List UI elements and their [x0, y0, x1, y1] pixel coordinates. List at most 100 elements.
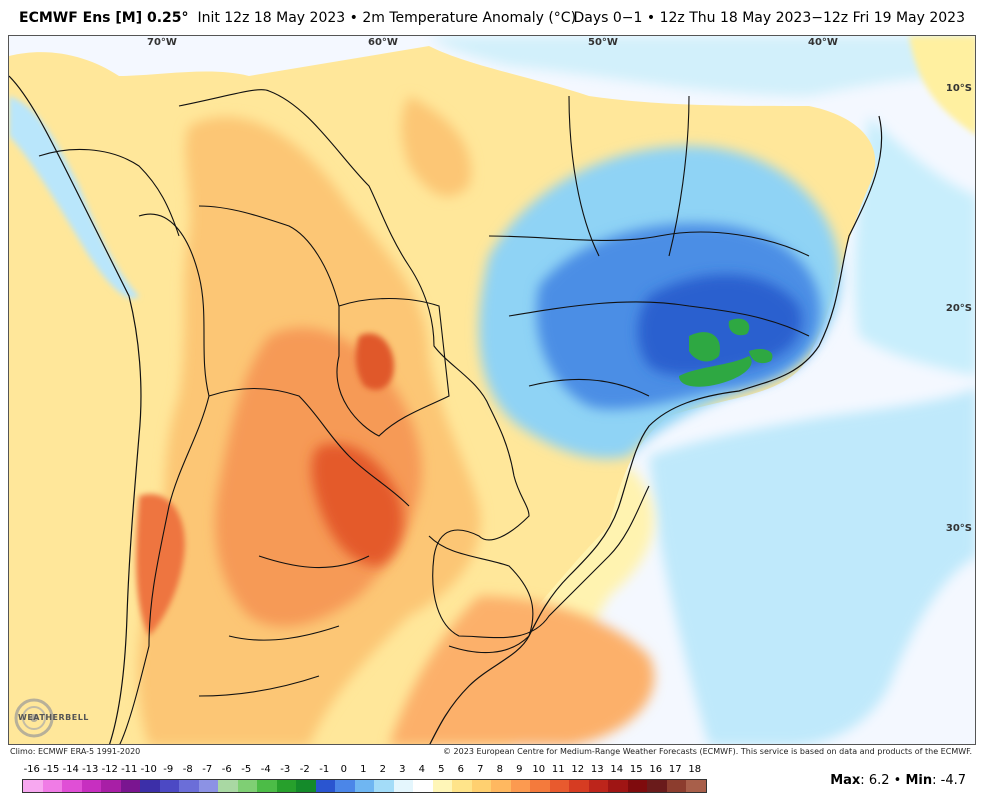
border-province-2 — [228, 625, 340, 641]
colorbar-tick-label: 17 — [668, 764, 682, 775]
colorbar-tick-label: -6 — [221, 764, 232, 775]
colorbar-cell — [315, 780, 335, 792]
warm-anomaly-amazon — [401, 96, 471, 197]
colorbar-tick-label: -1 — [319, 764, 330, 775]
border-province-1 — [258, 555, 370, 569]
min-label: Min — [905, 773, 933, 788]
weatherbell-logo — [14, 698, 54, 738]
anomaly-map — [8, 35, 976, 745]
colorbar-tick-label: -13 — [82, 764, 99, 775]
ecmwf-copyright: © 2023 European Centre for Medium-Range … — [443, 747, 972, 756]
border-uruguay — [428, 535, 534, 654]
colorbar-cell — [374, 780, 394, 792]
colorbar-tick-label: -15 — [43, 764, 60, 775]
colorbar-tick-label: 3 — [399, 764, 406, 775]
colorbar-tick-label: -2 — [299, 764, 310, 775]
colorbar-tick-label: -10 — [140, 764, 157, 775]
colorbar-cell — [666, 780, 686, 792]
lat-label-20s: 20°S — [945, 303, 972, 314]
lat-label-10s: 10°S — [945, 83, 972, 94]
colorbar-tick-label: -5 — [241, 764, 252, 775]
border-state-3 — [528, 378, 650, 397]
colorbar-cell — [237, 780, 257, 792]
cold-anomaly-green-3 — [679, 356, 752, 387]
border-chile-argentina — [119, 213, 210, 744]
colorbar — [22, 779, 707, 793]
lon-label-40w: 40°W — [808, 37, 838, 48]
colorbar-tick-label: 16 — [649, 764, 663, 775]
colorbar-cell — [569, 780, 589, 792]
lon-label-60w: 60°W — [368, 37, 398, 48]
colorbar-tick-label: -3 — [280, 764, 291, 775]
colorbar-cell — [179, 780, 199, 792]
colorbar-cell — [62, 780, 82, 792]
colorbar-tick-label: -16 — [23, 764, 40, 775]
logo-text: WEATHERBELL — [18, 713, 89, 722]
colorbar-cell — [471, 780, 491, 792]
colorbar-tick-label: 15 — [629, 764, 643, 775]
coastline-east — [429, 115, 883, 744]
border-bolivia-north — [198, 205, 340, 307]
colorbar-cell — [257, 780, 277, 792]
colorbar-tick-label: -7 — [202, 764, 213, 775]
init-time: Init 12z 18 May 2023 — [197, 10, 346, 26]
colorbar-cell — [491, 780, 511, 792]
ocean-cool-band — [649, 387, 975, 744]
map-title: ECMWF Ens [M] 0.25° Init 12z 18 May 2023… — [19, 10, 576, 26]
colorbar-cell — [588, 780, 608, 792]
colorbar-cell — [647, 780, 667, 792]
header: ECMWF Ens [M] 0.25° Init 12z 18 May 2023… — [0, 0, 984, 34]
colorbar-tick-label: 13 — [590, 764, 604, 775]
border-peru-bolivia — [38, 148, 180, 237]
climo-credit: Climo: ECMWF ERA-5 1991-2020 — [10, 747, 141, 756]
colorbar-cell — [608, 780, 628, 792]
map-canvas — [9, 36, 975, 744]
colorbar-tick-label: -8 — [182, 764, 193, 775]
colorbar-tick-label: 9 — [516, 764, 523, 775]
min-value: -4.7 — [940, 773, 966, 788]
colorbar-cell — [42, 780, 62, 792]
lon-label-70w: 70°W — [147, 37, 177, 48]
colorbar-tick-label: 1 — [360, 764, 367, 775]
coastline-west — [9, 75, 142, 744]
country-borders — [38, 89, 810, 744]
field-name: 2m Temperature Anomaly (°C) — [362, 10, 577, 26]
ocean-warm-ne — [909, 36, 975, 135]
colorbar-tick-label: 14 — [610, 764, 624, 775]
border-state-5 — [668, 95, 690, 257]
colorbar-tick-label: 7 — [477, 764, 484, 775]
colorbar-cell — [354, 780, 374, 792]
colorbar-tick-label: -12 — [101, 764, 118, 775]
colorbar-tick-label: 10 — [532, 764, 546, 775]
ocean-cool-top — [429, 36, 969, 96]
max-value: 6.2 — [868, 773, 890, 788]
colorbar-tick-label: 6 — [457, 764, 464, 775]
border-province-3 — [198, 675, 320, 697]
colorbar-cell — [120, 780, 140, 792]
colorbar-cell — [140, 780, 160, 792]
border-state-1 — [488, 231, 810, 257]
warm-anomaly-south — [389, 596, 655, 744]
colorbar-cell — [686, 780, 706, 792]
border-paraguay-north — [336, 298, 450, 437]
colorbar-tick-label: 11 — [551, 764, 565, 775]
max-min-stats: Max: 6.2 • Min: -4.7 — [830, 773, 966, 788]
colorbar-cell — [432, 780, 452, 792]
border-bolivia-south — [208, 387, 410, 507]
colorbar-cell — [23, 780, 43, 792]
border-state-2 — [508, 301, 810, 337]
cold-anomaly-green-4 — [749, 349, 773, 364]
colorbar-tick-label: 2 — [379, 764, 386, 775]
colorbar-cell — [452, 780, 472, 792]
colorbar-cell — [198, 780, 218, 792]
max-label: Max — [830, 773, 861, 788]
colorbar-tick-label: 8 — [496, 764, 503, 775]
colorbar-cell — [530, 780, 550, 792]
stats-separator: • — [893, 773, 902, 788]
valid-time: Days 0−1 • 12z Thu 18 May 2023−12z Fri 1… — [573, 10, 965, 26]
colorbar-tick-label: 0 — [340, 764, 347, 775]
border-brazil-west — [178, 89, 650, 639]
cold-anomaly-andes — [9, 96, 139, 299]
colorbar-cell — [159, 780, 179, 792]
cold-anomaly-green-1 — [689, 332, 720, 362]
